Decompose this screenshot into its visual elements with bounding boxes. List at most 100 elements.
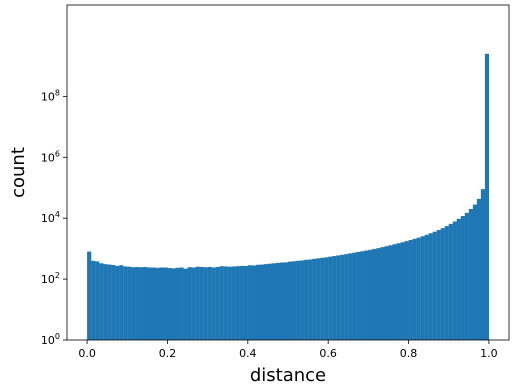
histogram-bar [396,243,401,340]
histogram-bar [312,258,317,340]
histogram-bar [103,264,108,340]
histogram-bar [344,254,349,340]
x-axis: 0.0 0.2 0.4 0.6 0.8 1.0 [78,340,498,360]
histogram-bar [448,223,453,340]
x-tick-label: 0.4 [239,347,257,360]
y-tick-label: 106 [41,149,60,164]
histogram-bar [308,259,313,340]
histogram-bar [460,215,465,340]
histogram-bar [388,245,393,340]
histogram-bar [183,268,188,340]
histogram-bar [436,229,441,340]
histogram-bar [111,265,116,340]
histogram-bar [259,264,265,340]
histogram-bar [159,267,164,340]
histogram-bar [372,248,377,340]
x-axis-label: distance [250,365,326,385]
histogram-bar [300,260,305,340]
histogram-bar [99,263,104,340]
histogram-bar [408,240,413,340]
histogram-bar [251,265,257,340]
histogram-bar [340,254,345,340]
histogram-bar [271,263,277,340]
histogram-bar [376,248,381,340]
histogram-bar [456,218,461,340]
histogram-bar [227,266,232,340]
x-tick-label: 0.6 [319,347,337,360]
histogram-bar [107,264,112,340]
histogram-bar [484,53,490,340]
histogram-bar [348,253,353,340]
histogram-bar [360,251,365,340]
x-tick-label: 0.0 [78,347,96,360]
histogram-bar [147,267,152,340]
histogram-bar [476,198,482,340]
histogram-bar [283,262,289,340]
histogram-bar [324,257,329,340]
histogram-bar [179,267,184,340]
histogram-bar [428,233,433,340]
x-tick-label: 0.8 [400,347,418,360]
y-tick-label: 102 [41,271,60,286]
histogram-bar [211,267,216,340]
histogram-bar [263,264,269,340]
histogram-bar [320,257,325,340]
histogram-bar [368,249,373,340]
histogram-bar [384,246,389,340]
histogram-bar [155,267,160,340]
histogram-bar [87,251,92,340]
histogram-bar [452,221,457,340]
histogram-bar [191,267,196,340]
plot-frame [66,4,510,341]
histogram-bar [127,266,132,340]
histogram-bar [352,252,357,340]
histogram-bar [135,266,140,340]
histogram-bar [175,267,180,340]
histogram-bar [203,267,208,340]
histogram-bar [247,265,252,340]
histogram-bar [480,189,486,340]
y-axis: 100 102 104 106 108 [41,88,67,347]
y-tick-label: 108 [41,88,60,103]
histogram-bar [416,237,421,340]
histogram-bar [420,236,425,340]
histogram-bar [400,242,405,340]
histogram-bar [95,261,100,340]
histogram-bar [404,241,409,340]
y-tick-label: 100 [41,332,60,347]
histogram-bar [392,244,397,340]
histogram-bar [380,247,385,340]
histogram-bar [364,250,369,340]
histogram-bar [115,265,120,340]
y-axis-label: count [8,147,29,198]
histogram-bar [215,266,220,340]
histogram-bar [255,264,261,340]
x-tick-label: 0.2 [159,347,177,360]
histogram-bar [304,259,309,340]
histogram-bar [223,266,228,340]
histogram-bar [412,238,417,340]
histogram-bar [275,262,281,340]
histogram-bar [235,266,240,340]
histogram-bar [432,231,437,340]
histogram-bar [336,255,341,340]
histogram-bar [243,265,248,340]
histogram-bar [199,266,204,340]
histogram-bar [187,267,192,340]
histogram-bar [316,258,321,340]
histogram-bar [292,261,297,340]
histogram-bar [279,262,285,340]
histogram-bar [171,268,176,340]
histogram-bar [464,212,469,340]
histogram-bar [424,234,429,340]
histogram-bar [163,267,168,340]
histogram-bar [472,204,478,340]
histogram-bar [139,267,144,340]
bars-layer [87,53,490,340]
histogram-bar [440,228,445,340]
histogram-bar [123,266,128,340]
histogram-bar [231,266,236,340]
histogram-bar [332,256,337,340]
histogram-bar [288,261,293,340]
